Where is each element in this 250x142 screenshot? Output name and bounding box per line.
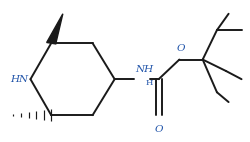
Polygon shape (47, 14, 63, 44)
Text: O: O (176, 44, 185, 53)
Text: H: H (145, 79, 152, 86)
Text: NH: NH (135, 65, 154, 74)
Text: O: O (154, 125, 163, 134)
Text: HN: HN (10, 75, 28, 84)
